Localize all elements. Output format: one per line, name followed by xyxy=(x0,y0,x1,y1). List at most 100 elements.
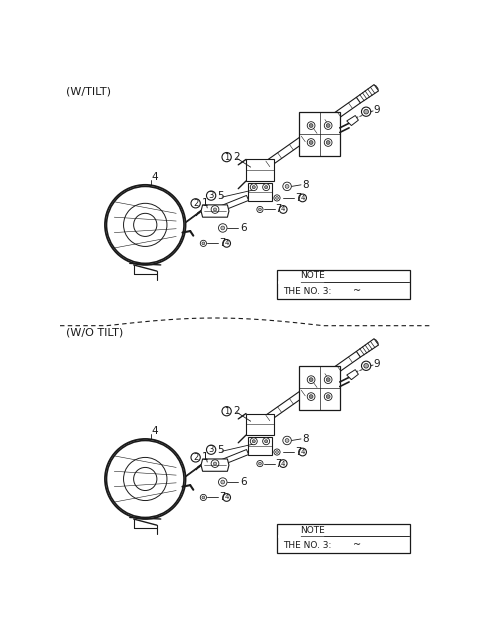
Circle shape xyxy=(364,109,369,114)
Bar xyxy=(248,182,272,201)
Circle shape xyxy=(309,377,313,381)
Circle shape xyxy=(252,186,255,189)
Circle shape xyxy=(307,393,315,401)
Circle shape xyxy=(309,395,313,399)
Text: ~: ~ xyxy=(353,541,361,550)
Circle shape xyxy=(363,541,372,550)
Circle shape xyxy=(257,460,263,467)
Circle shape xyxy=(252,440,255,443)
Text: 2: 2 xyxy=(193,453,198,462)
Circle shape xyxy=(299,448,306,456)
Circle shape xyxy=(285,184,289,188)
Text: 4: 4 xyxy=(225,494,229,501)
Circle shape xyxy=(218,223,227,232)
Circle shape xyxy=(214,208,216,211)
Text: 1: 1 xyxy=(224,153,229,162)
Circle shape xyxy=(264,440,268,443)
Circle shape xyxy=(191,453,200,462)
Circle shape xyxy=(264,186,268,189)
Polygon shape xyxy=(214,449,249,467)
Text: 7: 7 xyxy=(219,238,225,248)
Text: ~: ~ xyxy=(353,286,361,296)
Text: 4: 4 xyxy=(152,426,158,437)
Text: 3: 3 xyxy=(208,445,214,455)
Text: 2: 2 xyxy=(233,406,240,416)
Text: 4: 4 xyxy=(225,240,229,247)
Polygon shape xyxy=(201,205,229,217)
Circle shape xyxy=(263,438,270,445)
Polygon shape xyxy=(374,85,378,91)
Circle shape xyxy=(206,445,216,455)
Text: 5: 5 xyxy=(217,191,224,200)
Text: 4: 4 xyxy=(281,207,286,213)
Polygon shape xyxy=(201,459,229,471)
Text: 6: 6 xyxy=(240,223,246,233)
Circle shape xyxy=(123,457,167,501)
Text: 1: 1 xyxy=(345,541,350,550)
Text: 5: 5 xyxy=(217,445,224,455)
Bar xyxy=(277,270,410,299)
Text: THE NO. 3:: THE NO. 3: xyxy=(283,541,332,550)
Circle shape xyxy=(123,204,167,247)
Text: 6: 6 xyxy=(240,477,246,487)
Circle shape xyxy=(259,462,261,465)
Bar xyxy=(246,159,274,181)
Circle shape xyxy=(276,451,278,453)
Circle shape xyxy=(285,438,289,442)
Circle shape xyxy=(211,460,219,467)
Circle shape xyxy=(364,363,369,368)
Bar xyxy=(277,524,410,553)
Text: 7: 7 xyxy=(295,447,301,457)
Text: 2: 2 xyxy=(233,152,240,162)
Circle shape xyxy=(250,184,257,191)
Text: 8: 8 xyxy=(302,180,309,190)
Circle shape xyxy=(221,226,225,230)
Circle shape xyxy=(307,376,315,383)
Circle shape xyxy=(200,240,206,247)
Circle shape xyxy=(214,462,216,465)
Circle shape xyxy=(206,191,216,200)
Text: 1: 1 xyxy=(202,198,208,208)
Circle shape xyxy=(202,242,205,245)
Text: 7: 7 xyxy=(276,458,282,469)
Circle shape xyxy=(307,122,315,130)
Text: 3: 3 xyxy=(208,191,214,200)
Circle shape xyxy=(259,208,261,211)
Text: 1: 1 xyxy=(224,407,229,416)
Text: 4: 4 xyxy=(152,172,158,182)
Circle shape xyxy=(114,448,176,510)
Text: 9: 9 xyxy=(374,360,381,369)
Circle shape xyxy=(263,184,270,191)
Circle shape xyxy=(326,395,330,399)
Text: 9: 9 xyxy=(374,105,381,115)
Circle shape xyxy=(324,393,332,401)
Circle shape xyxy=(361,361,371,370)
Text: 4: 4 xyxy=(281,460,286,467)
Circle shape xyxy=(250,438,257,445)
Text: 2: 2 xyxy=(193,199,198,208)
Circle shape xyxy=(274,195,280,201)
Circle shape xyxy=(307,139,315,146)
Bar xyxy=(248,437,272,455)
Polygon shape xyxy=(258,351,360,426)
Circle shape xyxy=(324,139,332,146)
Text: 7: 7 xyxy=(276,205,282,214)
Text: 1: 1 xyxy=(345,287,350,296)
Circle shape xyxy=(276,196,278,199)
Text: 8: 8 xyxy=(302,434,309,444)
Text: NOTE: NOTE xyxy=(300,272,325,281)
Circle shape xyxy=(279,205,287,213)
Circle shape xyxy=(363,287,372,295)
Circle shape xyxy=(107,440,184,517)
Bar xyxy=(246,413,274,435)
Circle shape xyxy=(223,494,230,501)
Bar xyxy=(300,112,340,157)
Circle shape xyxy=(324,376,332,383)
Circle shape xyxy=(107,186,184,263)
Circle shape xyxy=(105,185,186,265)
Circle shape xyxy=(223,239,230,247)
Text: NOTE: NOTE xyxy=(300,526,325,535)
Text: 4: 4 xyxy=(300,449,305,455)
Circle shape xyxy=(299,194,306,202)
Polygon shape xyxy=(347,370,359,379)
